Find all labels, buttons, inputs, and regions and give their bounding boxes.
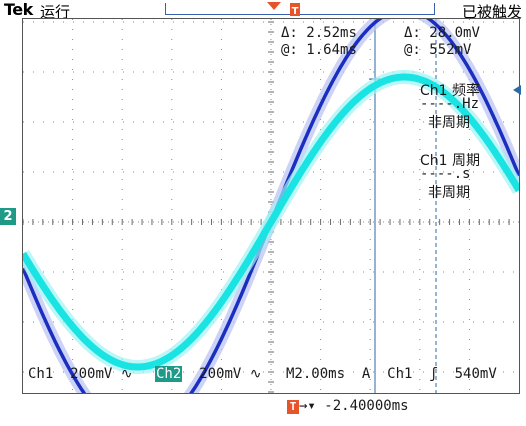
- waveform-canvas: [23, 19, 519, 393]
- meas-2-status: 非周期: [428, 185, 470, 201]
- meas-1-value: ----.Hz: [420, 96, 480, 112]
- ch2-ground-marker[interactable]: 2: [0, 208, 16, 225]
- ch2-trace: [23, 70, 519, 374]
- svg-text:T: T: [292, 6, 299, 17]
- timebase-status[interactable]: M2.00ms A Ch1 ʃ 540mV: [286, 366, 497, 382]
- volt-delta-readout: Δ: 28.0mV: [404, 25, 480, 41]
- meas-1-status: 非周期: [428, 115, 470, 131]
- time-at-readout: @: 1.64ms: [281, 42, 357, 58]
- volt-at-readout: @: 552mV: [404, 42, 472, 58]
- ch2-status[interactable]: Ch2 200mV ∿: [155, 366, 262, 382]
- meas-1-title: Ch1 频率: [420, 83, 481, 99]
- acquisition-state-label: 已被触发: [461, 3, 522, 21]
- top-bar: [0, 0, 526, 20]
- brand-logo: Tek: [4, 0, 33, 19]
- waveform-display[interactable]: [22, 18, 520, 394]
- meas-2-value: ----.s: [420, 166, 471, 182]
- trigger-position-icon[interactable]: [262, 0, 286, 20]
- time-delta-readout: Δ: 2.52ms: [281, 25, 357, 41]
- trigger-level-arrow-icon[interactable]: [511, 84, 523, 96]
- trigger-t-badge-icon: T: [287, 400, 299, 414]
- meas-2-title: Ch1 周期: [420, 153, 481, 169]
- ch1-status[interactable]: Ch1 200mV ∿: [28, 366, 133, 382]
- run-state-label: 运行: [40, 3, 71, 21]
- trigger-offset-status[interactable]: T →▾ -2.40000ms: [287, 398, 409, 414]
- ch1-trace: [23, 19, 519, 393]
- trigger-t-icon: T: [290, 3, 300, 17]
